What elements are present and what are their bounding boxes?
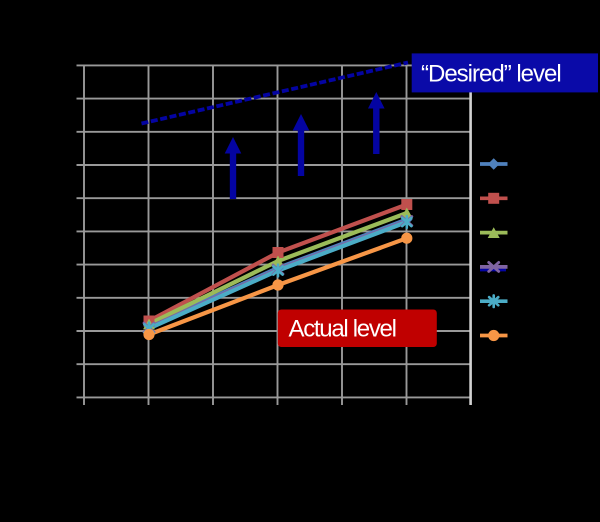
svg-text:“Desired” level: “Desired” level [421,61,561,88]
svg-text:Actual level: Actual level [289,316,396,343]
